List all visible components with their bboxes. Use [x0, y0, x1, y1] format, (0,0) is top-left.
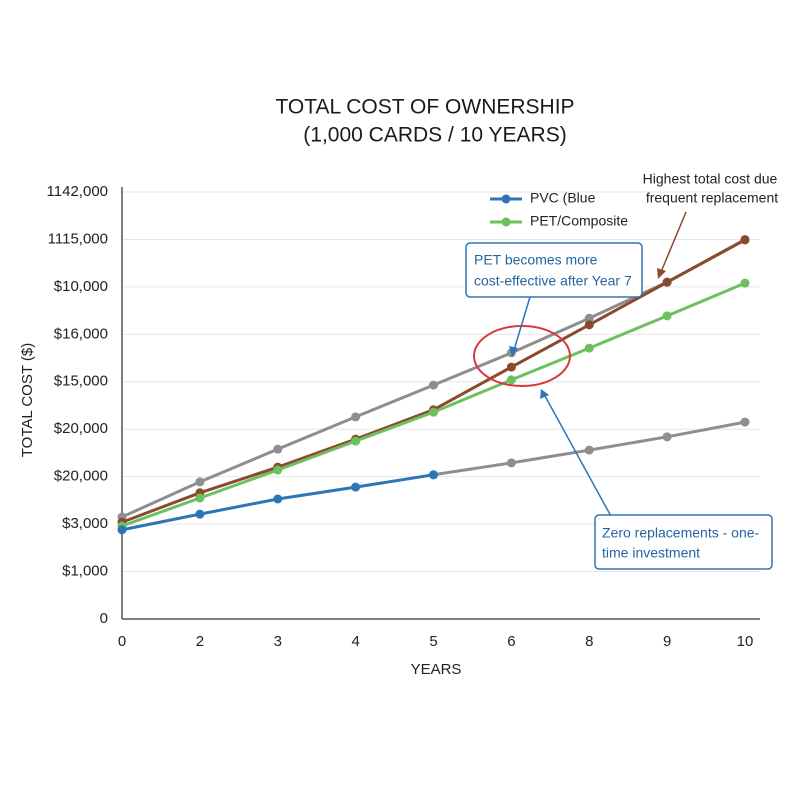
y-tick-label: $20,000 [54, 468, 108, 485]
annotation-box [594, 514, 773, 570]
legend-marker [501, 217, 511, 227]
data-point [429, 380, 438, 390]
annotation: cost-effective after Year 7 [474, 273, 632, 289]
y-tick-label: 1115,000 [48, 230, 108, 247]
y-tick-label: $20,000 [54, 420, 108, 437]
annotation: time investment [602, 545, 700, 561]
data-point [662, 432, 672, 442]
data-point [195, 493, 205, 503]
data-point [584, 313, 594, 323]
data-point [584, 320, 594, 330]
y-tick-label: 1142,000 [47, 183, 108, 200]
annotation: PET becomes more [474, 252, 598, 268]
chart-subtitle: (1,000 CARDS / 10 YEARS) [303, 124, 566, 147]
chart-title: TOTAL COST OF OWNERSHIP [275, 96, 574, 119]
x-tick-label: 6 [507, 633, 515, 650]
y-axis-label: TOTAL COST ($) [19, 343, 36, 457]
data-point [429, 407, 438, 417]
arrow-head [657, 268, 666, 279]
x-axis-label: YEARS [411, 661, 462, 678]
annotation: Highest total cost due [643, 171, 778, 187]
arrow [513, 296, 531, 351]
data-point [351, 412, 361, 422]
data-point [195, 477, 205, 487]
data-point [740, 417, 750, 427]
legend-label: PVC (Blue [530, 190, 596, 206]
data-point [117, 525, 127, 535]
y-tick-label: $3,000 [62, 515, 108, 532]
arrow-head [540, 389, 549, 399]
arrow [544, 395, 613, 519]
data-point [273, 444, 283, 454]
x-tick-label: 8 [585, 633, 593, 650]
data-point [506, 375, 516, 385]
data-point [429, 470, 438, 480]
annotation: frequent replacement [646, 190, 778, 206]
x-tick-label: 10 [737, 633, 754, 650]
data-point [662, 311, 672, 321]
data-point [273, 465, 283, 475]
x-tick-label: 4 [351, 633, 359, 650]
data-point [351, 436, 361, 446]
legend-label: PET/Composite [530, 213, 628, 229]
data-point [584, 343, 594, 353]
arrow-head [509, 346, 518, 357]
y-tick-label: $15,000 [54, 373, 108, 390]
data-point [273, 494, 283, 504]
x-tick-label: 3 [274, 633, 282, 650]
data-point [506, 362, 516, 372]
y-tick-label: $10,000 [54, 278, 108, 295]
data-point [351, 482, 361, 492]
data-point [584, 445, 594, 455]
y-tick-label: $16,000 [54, 325, 108, 342]
legend-marker [501, 194, 511, 204]
annotation-box [465, 242, 643, 298]
arrow [660, 211, 687, 273]
x-tick-label: 0 [118, 633, 126, 650]
x-tick-label: 2 [196, 633, 204, 650]
data-point [506, 458, 516, 468]
x-tick-label: 9 [663, 633, 671, 650]
data-point [195, 509, 205, 519]
x-tick-label: 5 [429, 633, 437, 650]
data-point [662, 277, 672, 287]
annotation: Zero replacements - one- [602, 525, 760, 541]
plot-area: 0 $1,000 $3,000 $20,000 $20,000 $15,000 $16,00… [47, 183, 760, 650]
y-tick-label: 0 [100, 610, 108, 627]
data-point [740, 235, 750, 245]
data-point [740, 278, 750, 288]
y-tick-label: $1,000 [62, 563, 108, 580]
